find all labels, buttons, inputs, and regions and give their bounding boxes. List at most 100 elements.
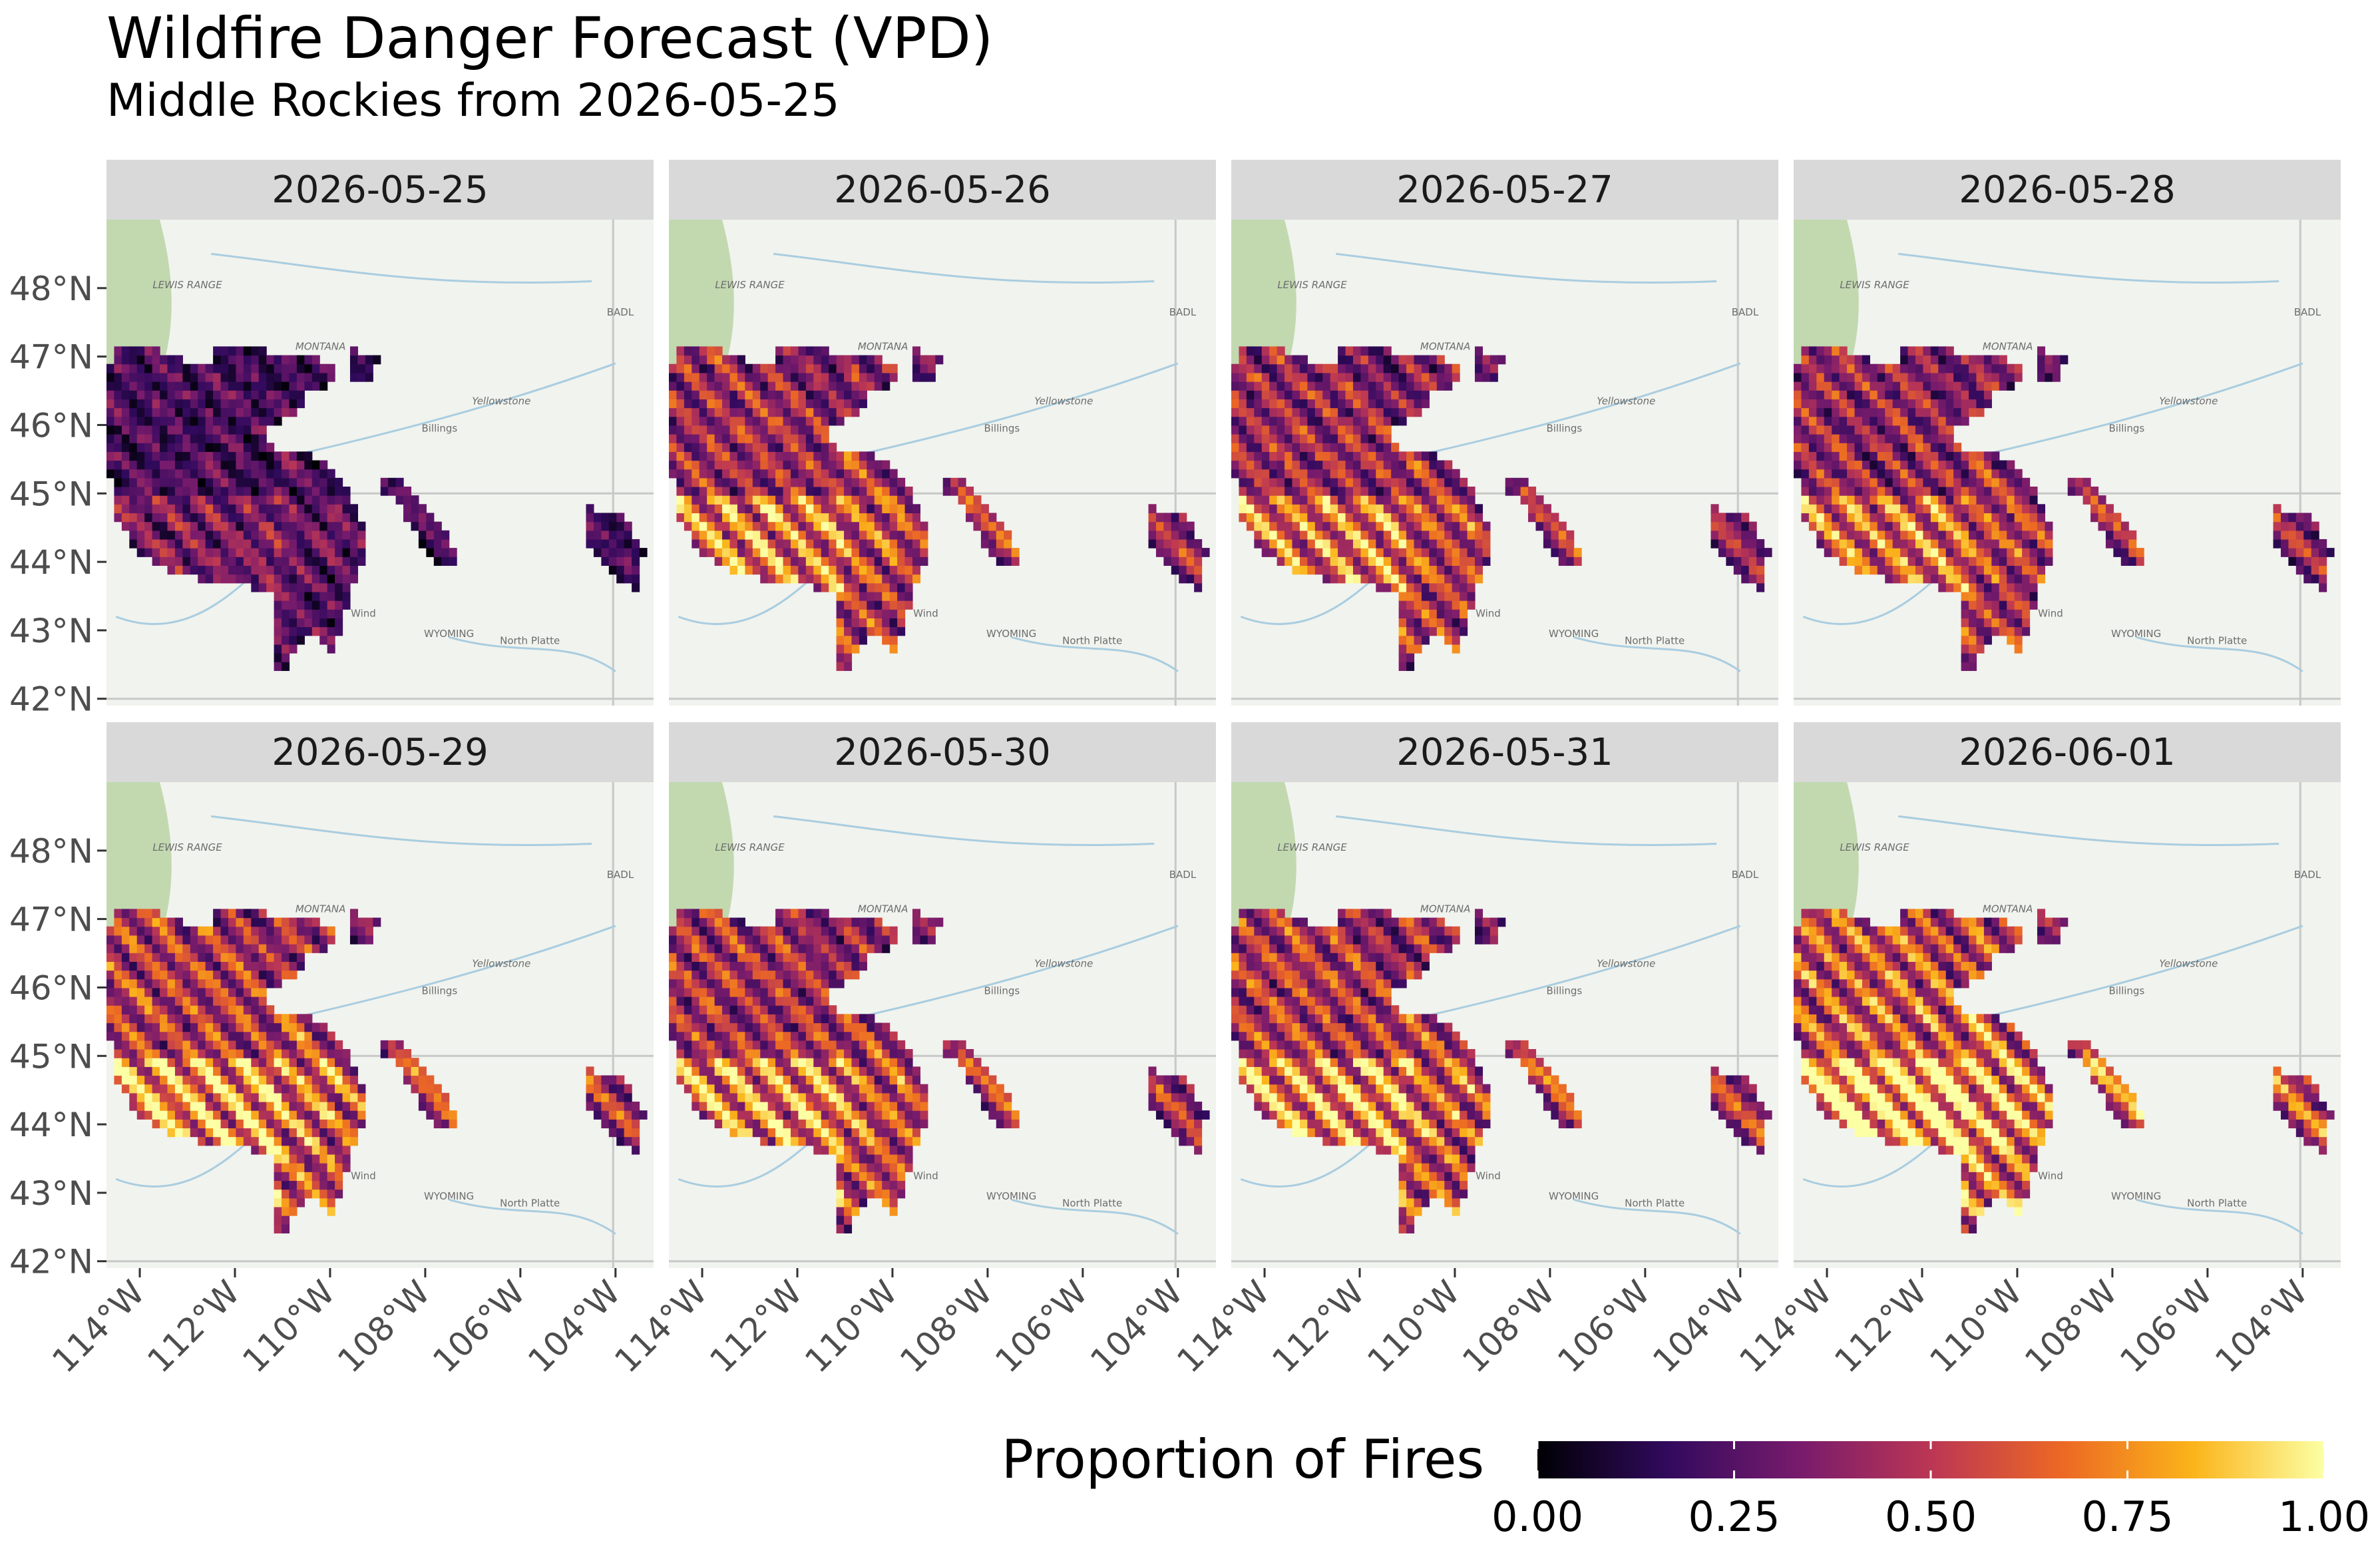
fire-cell (1900, 372, 1909, 382)
fire-cell (274, 1224, 282, 1233)
fire-cell (1892, 407, 1901, 417)
fire-cell (198, 565, 206, 575)
fire-cell (349, 363, 359, 373)
fire-cell (327, 556, 335, 566)
fire-cell (2007, 618, 2015, 628)
fire-cell (1414, 539, 1422, 549)
fire-cell (160, 416, 168, 426)
fire-cell (859, 521, 867, 531)
fire-cell (1330, 451, 1338, 461)
fire-cell (1330, 495, 1338, 505)
fire-cell (1406, 399, 1415, 409)
fire-cell (745, 390, 753, 399)
y-tick-label: 46°N (9, 406, 93, 445)
fire-cell (167, 486, 176, 496)
fire-cell (1299, 477, 1308, 487)
fire-cell (1877, 556, 1885, 566)
fire-cell (1239, 346, 1247, 356)
fire-cell (692, 926, 700, 936)
fire-cell (282, 390, 290, 399)
fire-cell (714, 909, 723, 919)
fire-cell (251, 1119, 260, 1129)
fire-cell (174, 1101, 183, 1111)
fire-cell (1854, 416, 1863, 426)
fire-cell (296, 1066, 305, 1076)
fire-cell (213, 486, 222, 496)
fire-cell (205, 372, 214, 382)
fire-cell (1794, 390, 1802, 399)
fire-cell (1269, 425, 1278, 435)
fire-cell (1983, 582, 1992, 592)
fire-cell (114, 469, 122, 479)
fire-cell (296, 591, 305, 601)
fire-cell (714, 346, 723, 356)
fire-cell (707, 917, 715, 927)
fire-cell (220, 495, 229, 505)
fire-cell (1930, 565, 1939, 575)
fire-cell (775, 1058, 784, 1067)
fire-cell (2067, 486, 2076, 496)
fire-cell (1398, 477, 1407, 487)
fire-cell (220, 970, 229, 980)
fire-cell (859, 363, 867, 373)
fire-cell (1345, 556, 1354, 566)
fire-cell (1999, 477, 2007, 487)
fire-cell (813, 460, 822, 470)
fire-cell (836, 618, 845, 628)
fire-cell (1969, 381, 1977, 391)
fire-cell (844, 469, 853, 479)
fire-cell (1254, 434, 1263, 443)
fire-cell (1460, 477, 1468, 487)
fire-cell (2105, 530, 2114, 540)
fire-cell (737, 1040, 745, 1050)
fire-cell (220, 451, 229, 461)
fire-cell (874, 609, 883, 618)
fire-cell (258, 407, 267, 417)
fire-cell (167, 513, 176, 523)
fire-cell (1907, 425, 1916, 435)
fire-cell (174, 363, 183, 373)
fire-cell (160, 504, 168, 514)
fire-cell (790, 407, 799, 417)
fire-cell (1870, 425, 1878, 435)
fire-cell (867, 460, 875, 470)
fire-cell (220, 425, 229, 435)
fire-cell (160, 372, 168, 382)
fire-cell (251, 486, 260, 496)
fire-cell (236, 504, 244, 514)
fire-cell (144, 1066, 153, 1076)
fire-cell (1307, 504, 1316, 514)
fire-cell (1345, 504, 1354, 514)
fire-cell (174, 381, 183, 391)
fire-cell (205, 996, 214, 1006)
fire-cell (1854, 390, 1863, 399)
fire-cell (258, 1022, 267, 1032)
fire-cell (174, 1048, 183, 1058)
fire-cell (1474, 363, 1484, 373)
fire-cell (1839, 363, 1848, 373)
fire-cell (1406, 460, 1415, 470)
fire-cell (282, 917, 290, 927)
fire-cell (1945, 486, 1954, 496)
fire-cell (1991, 565, 2000, 575)
fire-cell (236, 556, 244, 566)
fire-cell (258, 565, 267, 575)
fire-cell (144, 425, 153, 435)
fire-cell (274, 618, 282, 628)
fire-cell (1854, 548, 1863, 557)
fire-cell (783, 434, 791, 443)
fire-cell (1991, 556, 2000, 566)
fire-cell (1414, 513, 1422, 523)
fire-cell (236, 530, 244, 540)
fire-cell (859, 451, 867, 461)
fire-cell (1254, 495, 1263, 505)
fire-cell (174, 944, 183, 953)
fire-cell (1254, 416, 1263, 426)
fire-cell (950, 477, 959, 487)
fire-cell (205, 548, 214, 557)
fire-cell (198, 1092, 206, 1102)
fire-cell (311, 944, 320, 953)
fire-cell (1938, 539, 1947, 549)
fire-cell (1870, 460, 1878, 470)
fire-cell (266, 979, 275, 989)
